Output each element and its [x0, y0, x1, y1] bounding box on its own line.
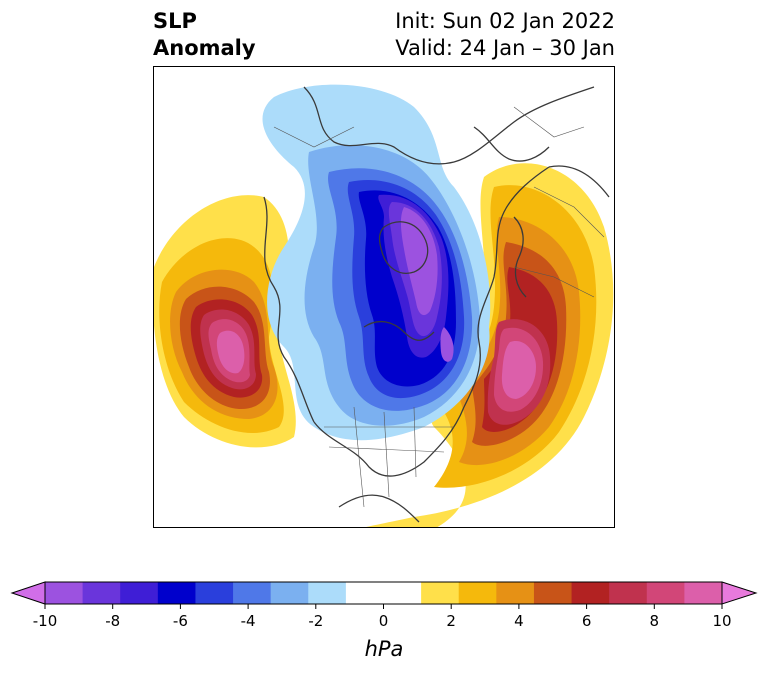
colorbar-tick-label: -8: [105, 612, 120, 630]
colorbar-max-arrow: [721, 581, 758, 605]
colorbar-swatch: [571, 582, 610, 604]
colorbar-tick-label: -2: [308, 612, 323, 630]
arctic-negative-anomaly: [262, 84, 491, 441]
colorbar-swatch: [533, 582, 573, 604]
colorbar-swatch: [458, 582, 497, 604]
colorbar-tick-label: 6: [582, 612, 592, 630]
colorbar-swatch: [646, 582, 685, 604]
colorbar-swatch: [270, 582, 309, 604]
colorbar-swatch: [45, 582, 84, 604]
colorbar-unit: hPa: [365, 637, 404, 661]
title-field: Anomaly: [153, 36, 256, 60]
colorbar-swatch: [308, 582, 347, 604]
atlantic-positive-anomaly: [366, 163, 614, 527]
colorbar-svg: -10 -8 -6 -4 -2 0 2 4 6 8 10 hPa: [10, 581, 758, 661]
colorbar-tick-label: -6: [173, 612, 188, 630]
forecast-info: Init: Sun 02 Jan 2022 Valid: 24 Jan – 30…: [395, 8, 615, 62]
colorbar-swatch: [82, 582, 121, 604]
pacific-positive-anomaly: [154, 195, 296, 448]
title-variable: SLP: [153, 9, 197, 33]
colorbar-swatch: [383, 582, 422, 604]
colorbar: -10 -8 -6 -4 -2 0 2 4 6 8 10 hPa: [0, 570, 768, 670]
colorbar-tick-label: 2: [446, 612, 456, 630]
country-borders: [273, 106, 605, 508]
colorbar-swatch: [233, 582, 272, 604]
colorbar-tick-label: 4: [514, 612, 524, 630]
map-title: SLP Anomaly: [153, 8, 256, 62]
coastlines: [263, 86, 610, 523]
map-canvas: [154, 84, 614, 527]
colorbar-swatch: [157, 582, 196, 604]
colorbar-swatch: [195, 582, 234, 604]
colorbar-swatch: [684, 582, 723, 604]
colorbar-tick-label: -4: [241, 612, 256, 630]
colorbar-tick-label: -10: [33, 612, 58, 630]
colorbar-swatch: [609, 582, 648, 604]
colorbar-tick-label: 8: [650, 612, 660, 630]
colorbar-tick-label: 0: [379, 612, 389, 630]
valid-range: Valid: 24 Jan – 30 Jan: [395, 36, 615, 60]
colorbar-swatch: [120, 582, 159, 604]
init-date: Init: Sun 02 Jan 2022: [395, 9, 615, 33]
anomaly-map: [153, 66, 615, 528]
colorbar-swatch: [345, 582, 384, 604]
colorbar-min-arrow: [10, 581, 46, 605]
colorbar-swatch: [421, 582, 460, 604]
colorbar-swatches: [10, 581, 758, 605]
colorbar-tick-label: 10: [712, 612, 731, 630]
colorbar-swatch: [496, 582, 535, 604]
colorbar-ticks: -10 -8 -6 -4 -2 0 2 4 6 8 10: [33, 604, 732, 630]
